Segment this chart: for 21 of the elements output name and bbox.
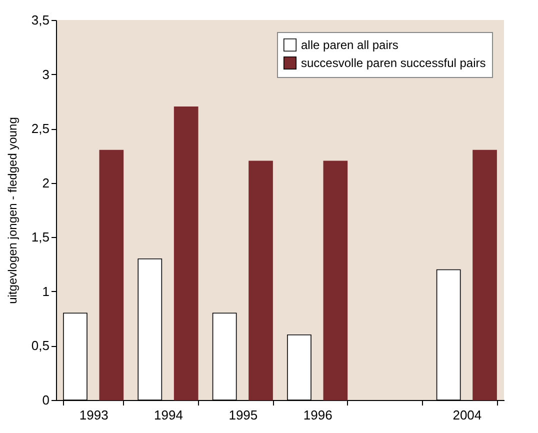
bar: [99, 150, 124, 400]
x-tick-label: 1996: [303, 408, 332, 422]
x-tick-label: 1993: [79, 408, 108, 422]
bar: [323, 160, 348, 400]
y-tick-label: 0,5: [31, 338, 50, 354]
x-tick-label: 1995: [228, 408, 258, 422]
y-axis-title: uitgevlogen jongen - fledged young: [5, 117, 20, 304]
bar: [174, 106, 198, 400]
y-tick-label: 2: [42, 175, 50, 190]
bar: [472, 150, 497, 400]
y-tick-label: 3: [42, 66, 50, 82]
y-tick-label: 1,5: [31, 230, 50, 245]
y-tick-label: 1: [42, 284, 50, 299]
x-tick-label: 1994: [154, 408, 183, 422]
bar: [248, 160, 273, 400]
y-tick-label: 0: [42, 392, 50, 408]
legend-label: alle paren all pairs: [301, 38, 398, 52]
legend-label: succesvolle paren successful pairs: [301, 56, 486, 70]
x-tick-label: 2004: [452, 408, 482, 422]
y-tick-label: 3,5: [31, 12, 50, 28]
y-tick-label: 2,5: [31, 121, 50, 136]
